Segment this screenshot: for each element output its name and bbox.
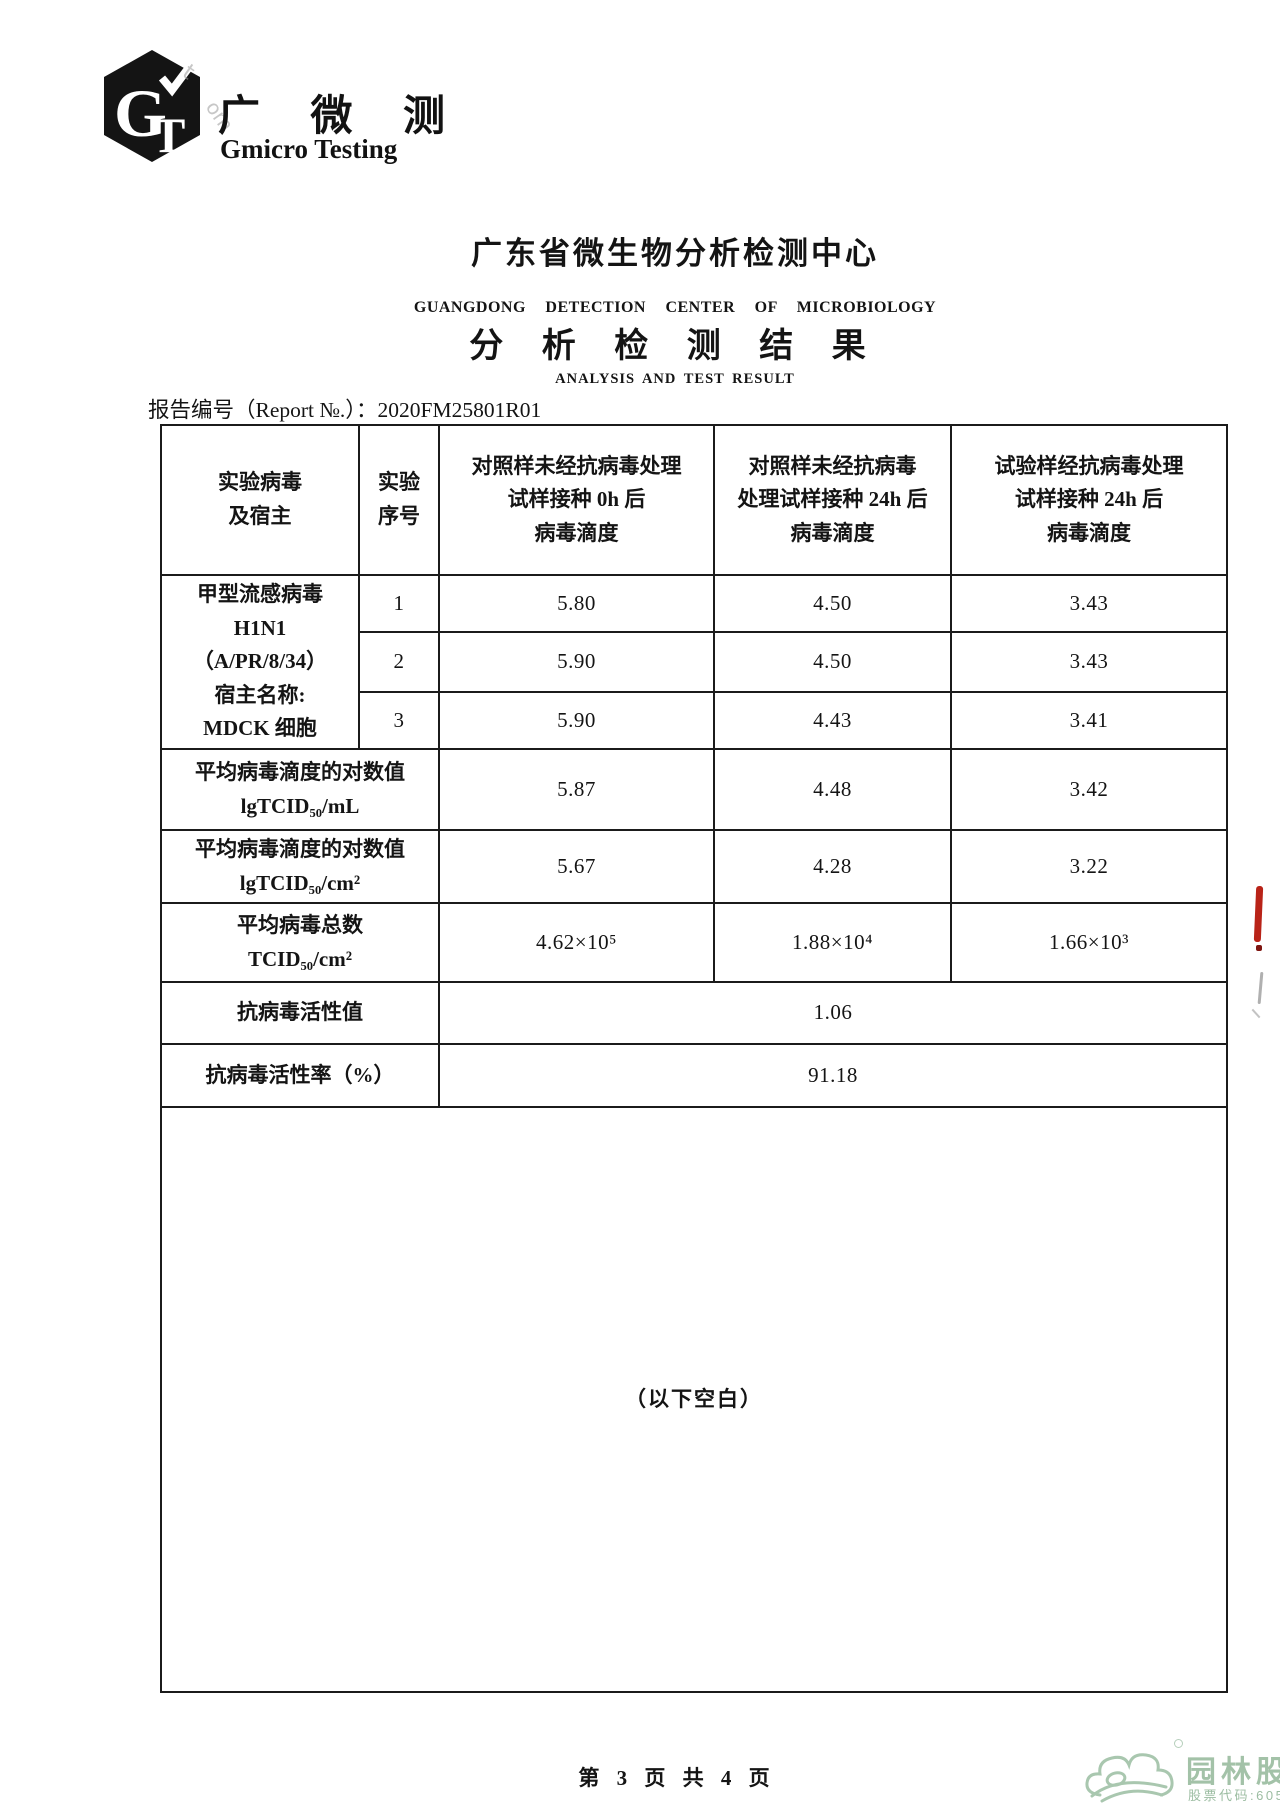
table-header-row: 实验病毒 及宿主 实验 序号 对照样未经抗病毒处理 试样接种 0h 后 病毒滴度…: [160, 424, 1228, 576]
table-row: 3 5.90 4.43 3.41: [161, 691, 1228, 750]
avg-log-ml-0h: 5.87: [438, 748, 715, 831]
header-titer-0h: 对照样未经抗病毒处理 试样接种 0h 后 病毒滴度: [438, 424, 715, 576]
logo-checkmark-icon: [158, 59, 197, 97]
table-row: 平均病毒滴度的对数值 lgTCID₅₀/cm² 5.67 4.28 3.22: [160, 828, 1228, 905]
red-pen-dot: [1256, 945, 1262, 951]
header-titer-24h-control: 对照样未经抗病毒 处理试样接种 24h 后 病毒滴度: [713, 424, 952, 576]
titer-0h: 5.90: [438, 631, 715, 693]
table-row: 2 5.90 4.50 3.43: [161, 631, 1228, 693]
page-number: 第 3 页 共 4 页: [578, 1766, 772, 1790]
report-number-value: 2020FM25801R01: [377, 398, 542, 422]
avg-log-cm2-0h: 5.67: [438, 828, 715, 905]
avg-total-0h: 4.62×10⁵: [438, 902, 715, 984]
avg-log-cm2-24h-treated: 3.22: [950, 828, 1228, 905]
table-row: 抗病毒活性率（%） 91.18: [160, 1043, 1228, 1109]
titer-24h-treated: 3.43: [950, 574, 1228, 633]
blank-below-note: （以下空白）: [160, 1106, 1228, 1694]
antiviral-activity-rate: 91.18: [438, 1043, 1228, 1109]
watermark-company-name: 园林股份: [1186, 1756, 1280, 1789]
watermark-stock-code: 股票代码:605303: [1188, 1788, 1280, 1803]
table-blank-row: （以下空白）: [160, 1106, 1228, 1694]
report-number-label: 报告编号（Report №.）：: [148, 398, 378, 422]
avg-total-24h-treated: 1.66×10³: [950, 902, 1228, 984]
center-name-cn: 广东省微生物分析检测中心: [471, 236, 879, 271]
virus-host-cell: 甲型流感病毒 H1N1（A/PR/8/34） 宿主名称: MDCK 细胞: [160, 574, 360, 750]
registered-mark-icon: [1174, 1739, 1183, 1748]
pencil-mark: [1251, 1008, 1261, 1019]
header-titer-24h-treated: 试验样经抗病毒处理 试样接种 24h 后 病毒滴度: [950, 424, 1228, 576]
analysis-result-table: 实验病毒 及宿主 实验 序号 对照样未经抗病毒处理 试样接种 0h 后 病毒滴度…: [160, 424, 1228, 1694]
result-title-cn: 分 析 检 测 结 果: [469, 328, 881, 365]
center-name-en: GUANGDONG DETECTION CENTER OF MICROBIOLO…: [413, 299, 937, 316]
gmicro-logo: G T t om 广 微 测 Gmicro Testing: [92, 42, 445, 172]
avg-total-label: 平均病毒总数 TCID₅₀/cm²: [160, 902, 440, 984]
gt-hexagon-logo-icon: G T: [104, 50, 200, 163]
avg-log-ml-label: 平均病毒滴度的对数值 lgTCID₅₀/mL: [160, 748, 440, 831]
header-virus-host: 实验病毒 及宿主: [160, 424, 360, 576]
avg-log-cm2-label: 平均病毒滴度的对数值 lgTCID₅₀/cm²: [160, 828, 440, 905]
titer-24h-control: 4.50: [713, 574, 952, 633]
stock-watermark: 园林股份 股票代码:605303: [1078, 1735, 1280, 1811]
table-row: 平均病毒滴度的对数值 lgTCID₅₀/mL 5.87 4.48 3.42: [160, 748, 1228, 831]
table-row: 抗病毒活性值 1.06: [160, 981, 1228, 1046]
trial-no: 1: [358, 574, 440, 633]
red-pen-tick-mark: [1253, 885, 1264, 943]
titer-24h-treated: 3.41: [950, 691, 1228, 750]
antiviral-activity-rate-label: 抗病毒活性率（%）: [160, 1043, 440, 1109]
titer-24h-control: 4.43: [713, 691, 952, 750]
avg-log-ml-24h-control: 4.48: [713, 748, 952, 831]
pencil-mark: [1257, 971, 1264, 1005]
avg-log-cm2-24h-control: 4.28: [713, 828, 952, 905]
garden-company-logo-icon: [1085, 1753, 1174, 1803]
titer-24h-control: 4.50: [713, 631, 952, 693]
table-row: 甲型流感病毒 H1N1（A/PR/8/34） 宿主名称: MDCK 细胞 1 5…: [160, 574, 1228, 750]
titer-0h: 5.80: [438, 574, 715, 633]
header-trial-no: 实验 序号: [358, 424, 440, 576]
logo-english-name: Gmicro Testing: [220, 134, 398, 164]
avg-log-ml-24h-treated: 3.42: [950, 748, 1228, 831]
titer-24h-treated: 3.43: [950, 631, 1228, 693]
title-block: 广东省微生物分析检测中心 GUANGDONG DETECTION CENTER …: [160, 0, 1190, 400]
logo-letter-t: T: [152, 107, 185, 163]
trial-no: 3: [358, 691, 440, 750]
avg-total-24h-control: 1.88×10⁴: [713, 902, 952, 984]
antiviral-activity-value: 1.06: [438, 981, 1228, 1046]
logo-chinese-name: 广 微 测: [218, 94, 466, 140]
report-number-line: 报告编号（Report №.）：2020FM25801R01: [148, 393, 541, 424]
result-title-en: ANALYSIS AND TEST RESULT: [555, 371, 795, 387]
logo-letter-g: G: [114, 75, 167, 151]
titer-0h: 5.90: [438, 691, 715, 750]
antiviral-activity-value-label: 抗病毒活性值: [160, 981, 440, 1046]
trial-no: 2: [358, 631, 440, 693]
table-row: 平均病毒总数 TCID₅₀/cm² 4.62×10⁵ 1.88×10⁴ 1.66…: [160, 902, 1228, 984]
